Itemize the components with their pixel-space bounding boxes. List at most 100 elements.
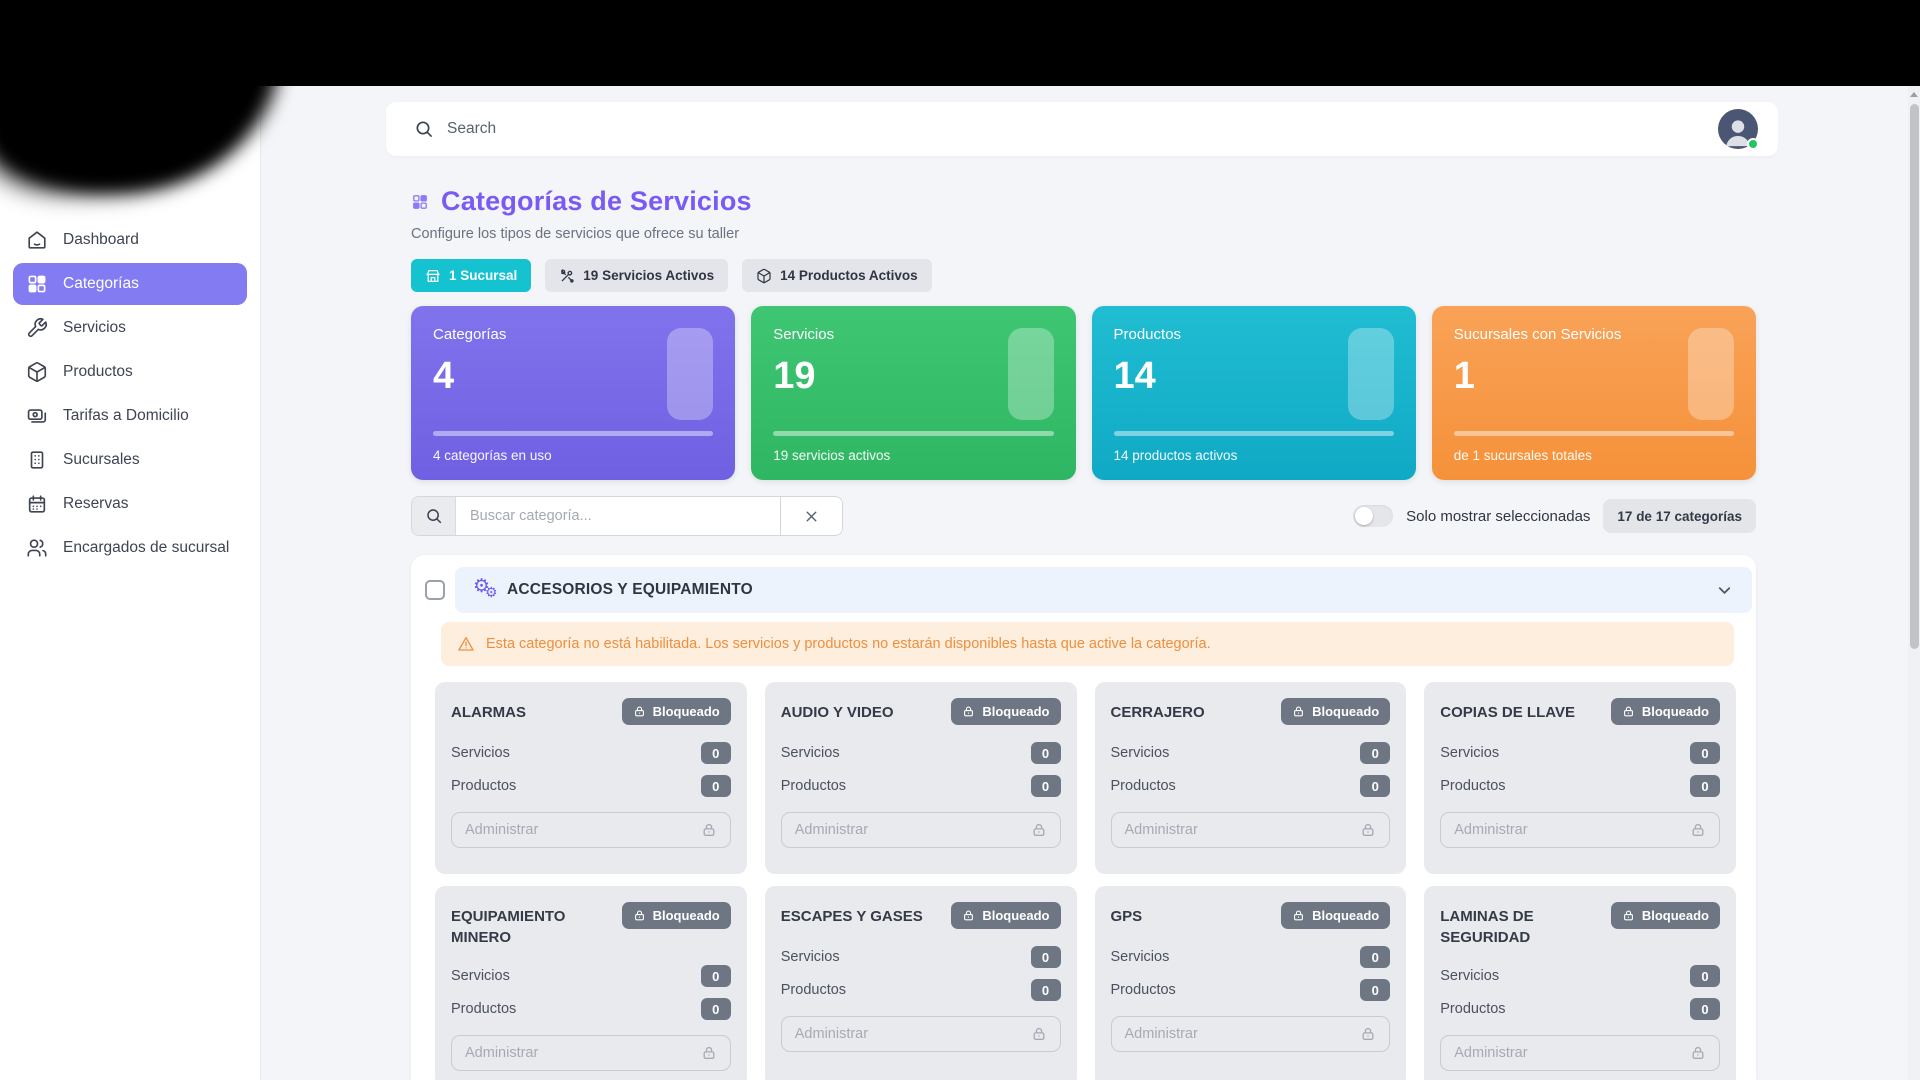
category-warning-banner: Esta categoría no está habilitada. Los s… [441,622,1734,666]
toggle-knob [1355,507,1374,525]
decorative-pill [1347,328,1394,420]
products-label: Productos [1440,1001,1506,1017]
services-count: 0 [1030,946,1061,968]
page-title: Categorías de Servicios [441,186,752,216]
sidebar-item-productos[interactable]: Productos [13,351,247,393]
administrar-button[interactable]: Administrar [451,812,731,848]
lock-icon [1292,909,1305,922]
global-search-input[interactable] [447,120,1706,138]
products-label: Productos [1440,778,1506,794]
products-count: 0 [1360,775,1391,797]
decorative-pill [667,328,714,420]
category-search [411,496,843,536]
lock-icon [1292,705,1305,718]
products-label: Productos [780,982,847,998]
administrar-button[interactable]: Administrar [451,1035,731,1071]
sidebar-item-label: Productos [63,363,133,380]
administrar-button[interactable]: Administrar [1110,812,1391,848]
warning-icon [457,635,475,653]
subcategory-name: LAMINAS DE SEGURIDAD [1440,908,1534,946]
products-count: 0 [1690,998,1720,1020]
subcategory-name: COPIAS DE LLAVE [1440,704,1575,721]
clear-search-button[interactable] [780,497,842,535]
administrar-button[interactable]: Administrar [780,1016,1061,1052]
lock-icon [1360,822,1376,838]
subcategory-card-escapes-y-gases: ESCAPES Y GASES Bloqueado Servicios 0 Pro… [764,886,1077,1080]
categories-grid-icon [411,193,429,211]
lock-icon [1622,705,1635,718]
online-status-dot [1747,138,1759,150]
services-label: Servicios [1440,968,1500,984]
lock-icon [633,705,646,718]
store-icon [425,268,441,284]
sidebar-item-sucursales[interactable]: Sucursales [13,439,247,481]
subcategory-grid: ALARMAS Bloqueado Servicios 0 Productos 0 … [435,682,1736,1080]
search-icon-box [412,497,456,535]
services-label: Servicios [1440,745,1500,761]
subcategory-name: ALARMAS [451,704,526,721]
products-count: 0 [1030,775,1061,797]
sidebar-item-categorias[interactable]: Categorías [13,263,247,305]
page-scrollbar[interactable] [1908,86,1920,1080]
progress-bar [1113,431,1394,436]
wrench-icon [26,317,48,339]
sidebar-item-tarifas[interactable]: Tarifas a Domicilio [13,395,247,437]
category-section-header: ⚙ ⚙ ACCESORIOS Y EQUIPAMIENTO [425,567,1752,613]
category-count-badge: 17 de 17 categorías [1603,499,1756,533]
page-subtitle: Configure los tipos de servicios que ofr… [411,226,740,242]
sidebar-nav: Dashboard Categorías Servicios Productos… [0,219,260,569]
services-label: Servicios [780,949,840,965]
tools-icon [559,268,575,284]
chevron-down-icon[interactable] [1715,581,1734,600]
scroll-up-arrow-icon[interactable] [1910,92,1918,97]
users-icon [26,537,48,559]
services-count: 0 [1360,946,1391,968]
topbar [386,102,1778,156]
category-section: ⚙ ⚙ ACCESORIOS Y EQUIPAMIENTO Esta catego… [411,555,1756,1080]
sidebar-item-dashboard[interactable]: Dashboard [13,219,247,261]
stat-card-servicios: Servicios 19 19 servicios activos [751,306,1076,480]
sidebar-item-reservas[interactable]: Reservas [13,483,247,525]
subcategory-card-alarmas: ALARMAS Bloqueado Servicios 0 Productos 0 … [435,682,747,874]
administrar-button[interactable]: Administrar [1440,1035,1720,1071]
censored-top-strip [0,0,1920,86]
sidebar-item-encargados[interactable]: Encargados de sucursal [13,527,247,569]
stat-value: 1 [1453,355,1475,397]
administrar-button[interactable]: Administrar [780,812,1061,848]
services-label: Servicios [1110,745,1170,761]
calendar-icon [26,493,48,515]
locked-badge: Bloqueado [951,698,1061,725]
scrollbar-thumb[interactable] [1909,104,1919,649]
services-label: Servicios [451,968,510,984]
lock-icon [1031,822,1047,838]
category-header-band[interactable]: ⚙ ⚙ ACCESORIOS Y EQUIPAMIENTO [455,567,1752,613]
category-search-input[interactable] [456,497,780,535]
administrar-button[interactable]: Administrar [1440,812,1720,848]
productos-activos-badge: 14 Productos Activos [742,259,932,292]
locked-badge: Bloqueado [621,698,731,725]
services-label: Servicios [780,745,840,761]
products-label: Productos [1110,982,1176,998]
subcategory-name: ESCAPES Y GASES [780,908,923,925]
products-label: Productos [1110,778,1176,794]
locked-badge: Bloqueado [1281,902,1391,929]
sidebar-item-servicios[interactable]: Servicios [13,307,247,349]
category-checkbox[interactable] [425,580,445,600]
solo-seleccionadas-toggle[interactable] [1353,505,1394,527]
stat-card-sucursales: Sucursales con Servicios 1 de 1 sucursal… [1431,306,1756,480]
lock-icon [1690,822,1706,838]
subcategory-name: AUDIO Y VIDEO [780,704,894,721]
servicios-activos-badge: 19 Servicios Activos [545,259,729,292]
subcategory-name: GPS [1110,908,1143,925]
home-icon [26,229,48,251]
subcategory-card-laminas-de-seguridad: LAMINAS DE SEGURIDAD Bloqueado Servicios… [1424,886,1736,1080]
services-label: Servicios [1110,949,1170,965]
subcategory-name: CERRAJERO [1110,704,1205,721]
services-label: Servicios [451,745,510,761]
censored-logo-blob [0,40,230,190]
locked-badge: Bloqueado [1610,698,1720,725]
user-avatar[interactable] [1718,109,1759,150]
administrar-button[interactable]: Administrar [1110,1016,1391,1052]
subcategory-name: EQUIPAMIENTO MINERO [451,908,566,946]
